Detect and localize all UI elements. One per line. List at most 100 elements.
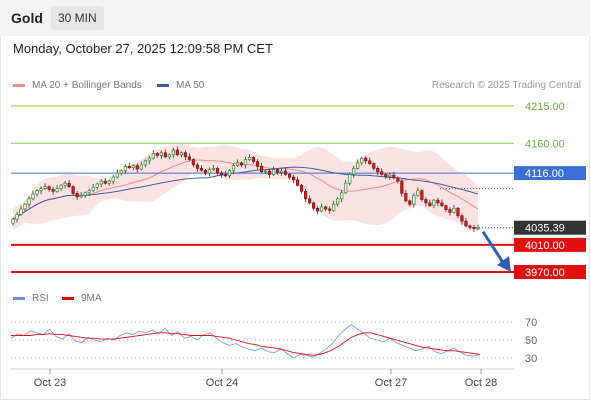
candle-body-down (67, 182, 71, 187)
x-tick-Oct-28: Oct 28 (465, 377, 497, 389)
ma50-swatch (157, 84, 169, 87)
candle (207, 167, 212, 177)
candle (111, 174, 115, 185)
candle-body-down (372, 163, 376, 169)
level-label: 3970.00 (525, 267, 565, 279)
candle-body-down (215, 167, 220, 174)
candle (292, 174, 296, 184)
candle-body-up (207, 169, 212, 174)
candle (275, 168, 280, 175)
candle (147, 155, 151, 165)
candle (348, 173, 352, 186)
candle (131, 164, 135, 171)
candle-body-down (219, 172, 224, 175)
candle-body-up (95, 183, 99, 188)
candle (219, 170, 224, 178)
candle (63, 180, 67, 189)
candle (87, 188, 91, 197)
candle-body-down (396, 177, 400, 182)
candle-body-down (436, 199, 440, 204)
level-label: 4010.00 (525, 240, 565, 252)
candle (424, 197, 428, 207)
candle (223, 171, 228, 178)
candle-body-down (364, 157, 368, 162)
candle (384, 173, 388, 179)
candle (171, 147, 175, 159)
candle-body-up (388, 174, 392, 177)
candle-body-down (223, 174, 228, 177)
candle (428, 199, 432, 207)
candle (460, 213, 464, 225)
candle (456, 206, 460, 219)
candle (103, 177, 107, 185)
candle (71, 185, 75, 196)
candle (31, 190, 35, 201)
candle-body-up (336, 198, 340, 205)
candle (336, 197, 340, 207)
candle (187, 153, 191, 161)
candle-body-up (432, 199, 436, 206)
rsi-line (10, 324, 481, 359)
candle (267, 168, 272, 178)
candle (179, 151, 183, 158)
candle-body-down (71, 186, 75, 194)
candle (95, 182, 99, 190)
candle-body-up (412, 195, 416, 205)
candle-body-down (428, 202, 432, 206)
candle-body-down (404, 193, 408, 202)
candle (59, 183, 63, 192)
candle (432, 198, 436, 208)
candle-body-up (159, 152, 163, 156)
interval-badge[interactable]: 30 MIN (51, 6, 104, 30)
candle-body-up (167, 154, 171, 158)
candle (143, 159, 147, 168)
candle (412, 193, 416, 208)
rsi-tick-50: 50 (525, 335, 537, 347)
candle-body-up (23, 203, 27, 210)
candle-body-down (304, 191, 308, 200)
candle-body-up (151, 153, 155, 159)
candle-body-up (55, 188, 59, 192)
candle-body-down (316, 207, 320, 212)
candle (444, 204, 448, 213)
candle-body-up (83, 192, 87, 196)
rsi-swatch (13, 297, 25, 300)
timestamp: Monday, October 27, 2025 12:09:58 PM CET (13, 41, 273, 56)
candle-body-up (31, 193, 35, 200)
candle (404, 190, 408, 203)
candle-body-up (115, 172, 119, 178)
instrument-title: Gold (11, 10, 43, 26)
candle (472, 224, 476, 233)
candle-body-down (328, 208, 332, 211)
candle (376, 165, 380, 176)
candle (47, 185, 51, 192)
candle-body-down (163, 152, 167, 158)
candle-body-down (296, 179, 300, 186)
candle (408, 199, 412, 207)
legend-rsi: RSI (13, 293, 49, 304)
candle-body-up (227, 170, 232, 177)
x-tick-Oct-27: Oct 27 (375, 377, 407, 389)
candle-body-down (191, 159, 195, 166)
candle (239, 161, 244, 168)
x-tick-Oct-23: Oct 23 (34, 377, 66, 389)
candle (99, 178, 103, 188)
candle (464, 217, 468, 228)
candle-body-up (19, 208, 23, 215)
header-bar: Gold 30 MIN (0, 0, 590, 36)
candle (199, 164, 203, 172)
candle-body-down (175, 149, 179, 156)
candle-body-up (243, 159, 248, 166)
candle-body-down (384, 174, 388, 177)
rsi-tick-30: 30 (525, 353, 537, 365)
candle (251, 156, 256, 164)
candle (39, 186, 43, 195)
candle-body-up (416, 190, 420, 196)
rsi-label: RSI (32, 293, 49, 304)
candle-body-up (344, 182, 348, 194)
candle-body-down (408, 200, 412, 205)
candle (452, 204, 456, 214)
candle-body-down (127, 165, 131, 169)
candle (83, 191, 87, 198)
